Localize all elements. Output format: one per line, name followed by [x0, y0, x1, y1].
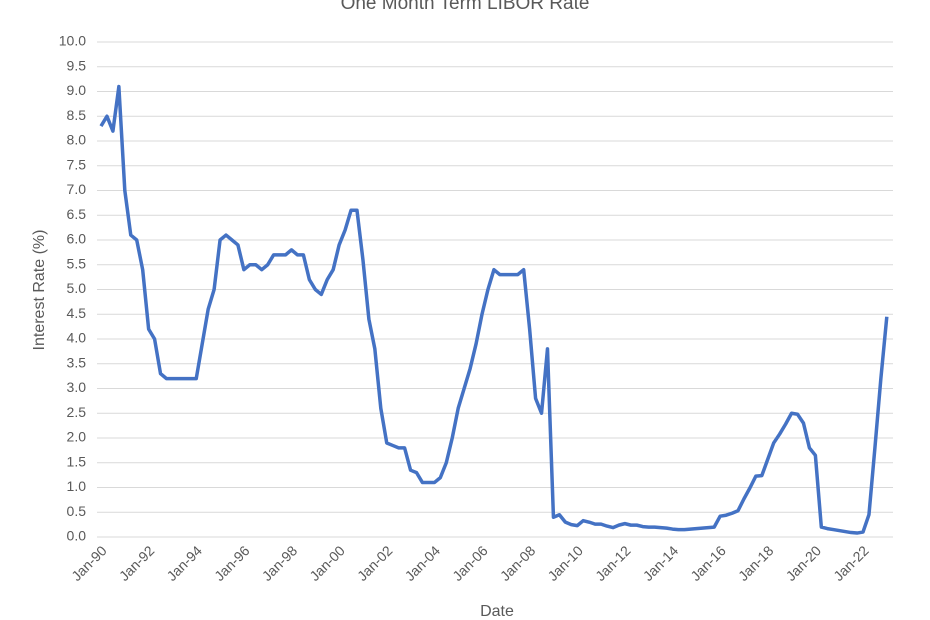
y-tick-label: 2.0 [67, 429, 87, 445]
x-tick-label: Jan-22 [830, 542, 872, 584]
x-tick-label: Jan-06 [449, 542, 491, 584]
y-tick-label: 7.5 [67, 156, 87, 172]
y-tick-label: 8.0 [67, 132, 87, 148]
y-tick-label: 5.0 [67, 280, 87, 296]
chart-title: One Month Term LIBOR Rate [341, 0, 590, 14]
y-tick-label: 8.5 [67, 107, 87, 123]
y-tick-label: 3.5 [67, 354, 87, 370]
data-line [99, 84, 889, 535]
y-axis-label: Interest Rate (%) [31, 230, 48, 351]
x-axis-label: Date [480, 603, 514, 620]
y-tick-label: 4.0 [67, 330, 87, 346]
x-tick-label: Jan-18 [735, 542, 777, 584]
y-tick-label: 3.0 [67, 379, 87, 395]
y-tick-label: 1.0 [67, 478, 87, 494]
y-tick-label: 2.5 [67, 404, 87, 420]
y-tick-label: 9.0 [67, 82, 87, 98]
x-tick-label: Jan-00 [306, 542, 348, 584]
x-tick-label: Jan-04 [402, 542, 444, 584]
y-tick-label: 9.5 [67, 57, 87, 73]
x-tick-label: Jan-92 [116, 542, 158, 584]
y-tick-label: 6.0 [67, 231, 87, 247]
x-tick-label: Jan-12 [592, 542, 634, 584]
x-tick-label: Jan-10 [544, 542, 586, 584]
x-tick-label: Jan-20 [783, 542, 825, 584]
x-tick-label: Jan-94 [163, 542, 205, 584]
y-tick-label: 6.5 [67, 206, 87, 222]
y-tick-label: 0.0 [67, 528, 87, 544]
y-tick-label: 7.0 [67, 181, 87, 197]
y-tick-label: 10.0 [59, 33, 86, 49]
x-tick-label: Jan-14 [640, 542, 682, 584]
x-tick-label: Jan-02 [354, 542, 396, 584]
x-tick-label: Jan-08 [497, 542, 539, 584]
y-tick-label: 4.5 [67, 305, 87, 321]
x-tick-label: Jan-98 [259, 542, 301, 584]
y-tick-label: 1.5 [67, 453, 87, 469]
y-tick-label: 0.5 [67, 503, 87, 519]
x-tick-label: Jan-90 [68, 542, 110, 584]
x-tick-label: Jan-96 [211, 542, 253, 584]
y-tick-label: 5.5 [67, 255, 87, 271]
x-tick-label: Jan-16 [687, 542, 729, 584]
